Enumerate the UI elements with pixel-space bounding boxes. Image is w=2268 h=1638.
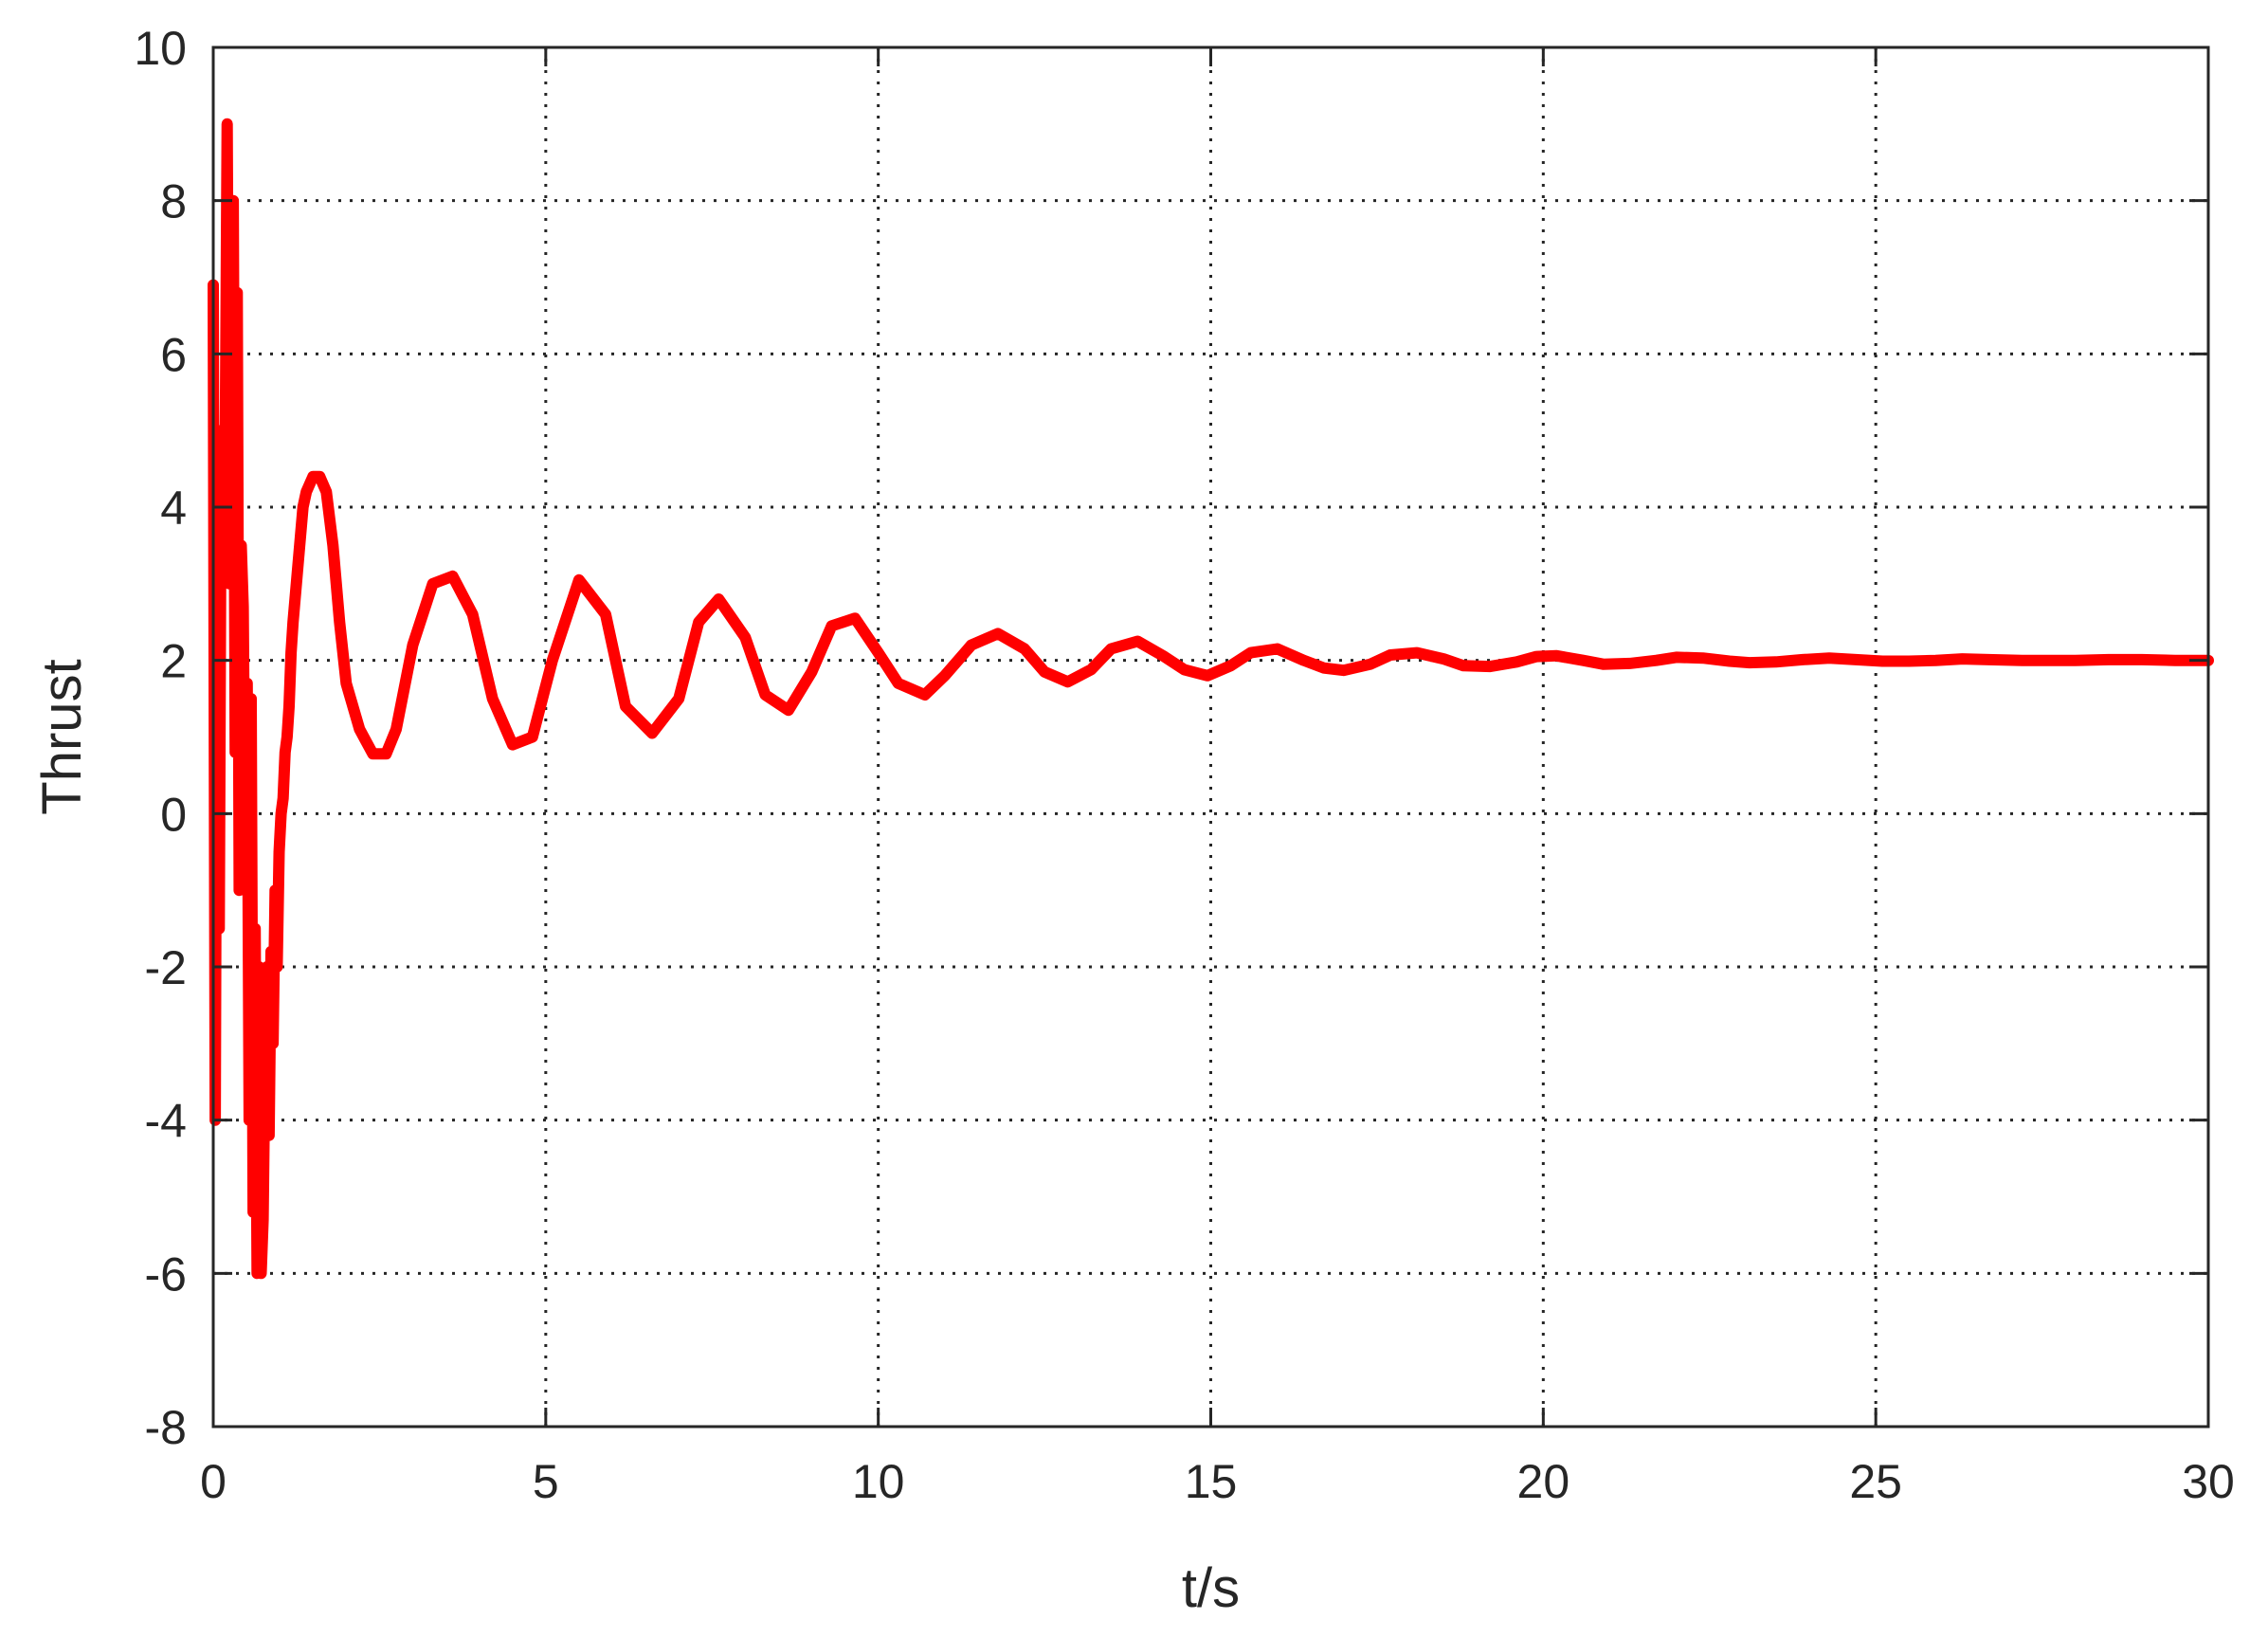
y-tick-label: 4 — [160, 482, 187, 535]
y-tick-label: -2 — [145, 941, 187, 994]
y-tick-label: -6 — [145, 1247, 187, 1301]
thrust-series-line — [208, 118, 2214, 1280]
y-tick-label: 8 — [160, 175, 187, 228]
axes — [211, 46, 2210, 1429]
y-tick-label: 10 — [134, 22, 187, 75]
plot-frame — [211, 46, 2210, 1429]
y-tick-label: -8 — [145, 1401, 187, 1454]
x-tick-label: 25 — [1849, 1455, 1902, 1508]
y-axis-label: Thrust — [31, 659, 93, 814]
y-tick-label: 0 — [160, 788, 187, 841]
x-tick-label: 0 — [200, 1455, 227, 1508]
y-tick-label: 6 — [160, 328, 187, 381]
x-tick-label: 10 — [852, 1455, 905, 1508]
tick-labels: 0 5 10 15 20 25 30 -8 -6 -4 -2 0 2 4 6 8 10 — [134, 22, 2234, 1508]
x-tick-label: 20 — [1517, 1455, 1570, 1508]
x-tick-label: 15 — [1185, 1455, 1238, 1508]
plot-area — [208, 118, 2214, 1280]
x-axis-label: t/s — [1182, 1557, 1240, 1619]
y-tick-label: -4 — [145, 1095, 187, 1148]
y-tick-label: 2 — [160, 635, 187, 688]
x-tick-label: 30 — [2182, 1455, 2235, 1508]
x-tick-label: 5 — [533, 1455, 559, 1508]
